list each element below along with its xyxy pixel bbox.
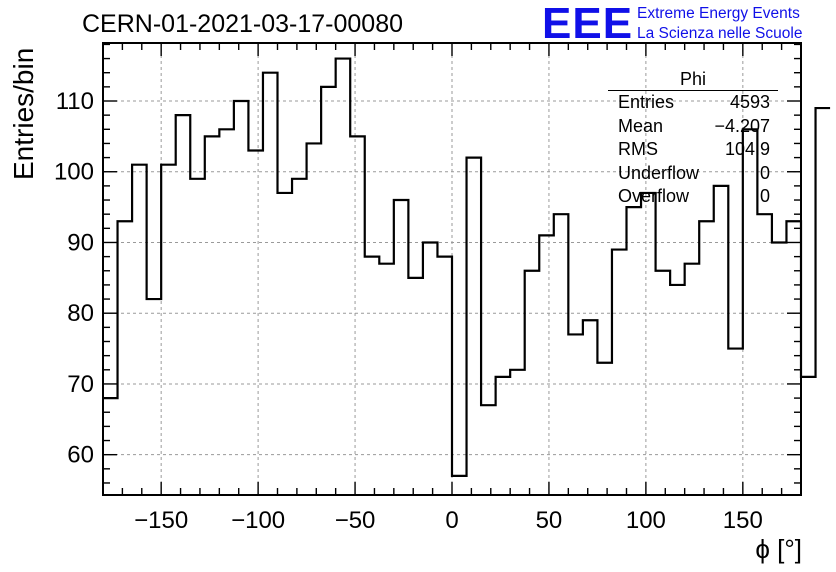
stats-value: −4.207 [714,115,770,136]
x-tick-label: −150 [134,507,188,534]
stats-title: Phi [608,68,778,91]
y-tick-label: 70 [67,371,94,398]
stats-row-underflow: Underflow 0 [608,162,778,186]
stats-label: RMS [618,139,658,159]
stats-row-rms: RMS 104.9 [608,138,778,162]
y-tick-label: 110 [56,88,94,115]
chart-title: CERN-01-2021-03-17-00080 [82,10,404,38]
eee-logo: EEE [542,0,634,48]
y-tick-label: 90 [67,229,94,256]
x-tick-label: 0 [445,507,458,534]
x-tick-label: 50 [536,507,563,534]
stats-label: Overflow [618,186,690,206]
x-tick-label: 100 [626,507,666,534]
stats-row-mean: Mean −4.207 [608,115,778,139]
stats-value: 0 [759,186,770,206]
stats-label: Entries [618,92,675,112]
y-axis-label: Entries/bin [8,47,39,180]
x-tick-label: −50 [335,507,376,534]
stats-label: Mean [618,115,664,136]
stats-row-entries: Entries 4593 [608,91,778,115]
logo-caption-line2: La Scienza nelle Scuole [637,25,803,42]
stats-value: 4593 [729,92,770,112]
stats-label: Underflow [618,162,700,183]
stats-value: 0 [759,162,770,183]
logo-caption-line1: Extreme Energy Events [637,5,800,22]
y-tick-label: 60 [67,442,94,469]
stats-row-overflow: Overflow 0 [608,185,778,209]
stats-value: 104.9 [724,139,770,159]
stats-box: Phi Entries 4593 Mean −4.207 RMS 104.9 U… [608,68,778,209]
logo-caption: Extreme Energy Events La Scienza nelle S… [637,4,802,44]
axis-tick-labels: −150 −100 −50 0 50 100 150 60 70 80 90 100 110 [54,88,763,534]
histogram-step-line [103,57,831,478]
x-axis-label: ϕ [°] [755,534,802,564]
axis-ticks [102,43,802,495]
x-tick-label: 150 [723,507,763,534]
y-tick-label: 100 [54,159,94,186]
x-tick-label: −100 [231,507,285,534]
y-tick-label: 80 [67,300,94,327]
